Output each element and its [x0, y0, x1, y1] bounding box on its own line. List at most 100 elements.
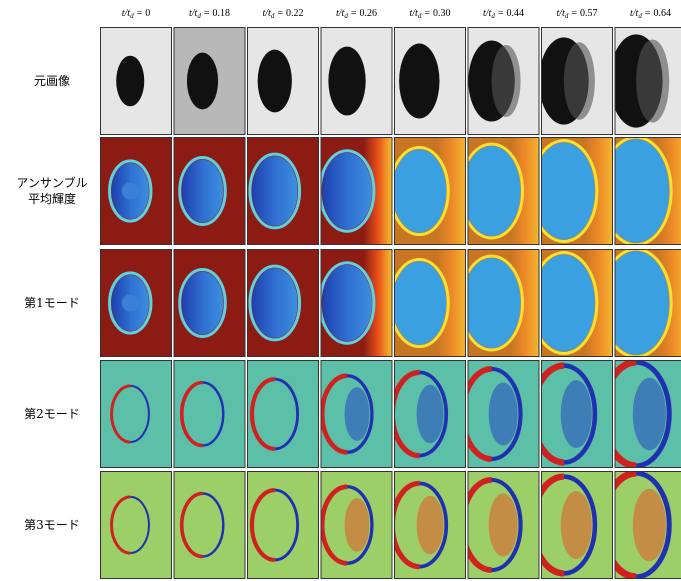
droplet [399, 44, 439, 119]
image-cell [533, 471, 613, 579]
image-cell [321, 360, 393, 468]
image-cell [461, 137, 540, 245]
header-equals: = [571, 8, 577, 19]
header-symbol: t/t [189, 8, 198, 19]
column-header: t/td=0.26 [336, 8, 377, 20]
mode-blob [489, 382, 518, 445]
image-cell [603, 360, 681, 468]
fragments [636, 40, 669, 123]
mode-blob [561, 380, 592, 448]
core-center [122, 183, 139, 200]
image-cell [463, 471, 540, 579]
image-cell [468, 27, 540, 135]
image-cell [392, 360, 466, 468]
fragments [492, 45, 521, 117]
mode-blob [489, 493, 518, 556]
header-subscript: d [638, 12, 642, 20]
image-cell [320, 249, 392, 357]
header-value: 0.64 [653, 8, 671, 19]
image-cell [533, 360, 613, 468]
header-subscript: d [565, 12, 569, 20]
image-cell [390, 137, 466, 245]
droplet [258, 50, 292, 113]
core [392, 149, 446, 232]
core [252, 268, 298, 338]
header-symbol: t/t [336, 8, 345, 19]
image-cell [610, 27, 681, 135]
mode-blob [633, 489, 666, 562]
image-cell [461, 249, 540, 357]
image-cell [247, 360, 319, 468]
header-equals: = [351, 8, 357, 19]
column-header: t/td=0.64 [630, 8, 671, 20]
header-equals: = [137, 8, 143, 19]
header-value: 0.30 [433, 8, 451, 19]
header-symbol: t/t [630, 8, 639, 19]
mode-bg [247, 360, 319, 468]
header-subscript: d [418, 12, 422, 20]
mode-bg [247, 471, 319, 579]
row-label: アンサンブル [16, 175, 87, 190]
header-symbol: t/t [557, 8, 566, 19]
header-subscript: d [197, 12, 201, 20]
mode-blob [345, 498, 370, 552]
header-symbol: t/t [122, 8, 131, 19]
column-header: t/td=0.30 [410, 8, 451, 20]
image-cell [394, 27, 466, 135]
mode-blob [561, 491, 592, 559]
header-equals: = [424, 8, 430, 19]
core [392, 261, 446, 344]
image-cell [531, 137, 613, 245]
image-cell [603, 471, 681, 579]
droplet [187, 53, 218, 110]
header-equals: = [277, 8, 283, 19]
row-label: 第2モード [24, 407, 80, 421]
image-cell [463, 360, 540, 468]
image-cell [100, 471, 172, 579]
mode-bg [174, 360, 246, 468]
header-equals: = [498, 8, 504, 19]
image-cell [100, 27, 172, 135]
image-cell [100, 360, 172, 468]
mode-blob [633, 378, 666, 451]
core [182, 272, 224, 335]
core-center [122, 295, 139, 312]
image-cell [100, 137, 172, 245]
header-value: 0.18 [212, 8, 230, 19]
header-value: 0 [145, 8, 150, 19]
image-cell [320, 137, 392, 245]
image-cell [100, 249, 172, 357]
row-label: 平均輝度 [28, 191, 76, 206]
core [463, 146, 521, 236]
header-value: 0.26 [359, 8, 377, 19]
header-value: 0.44 [506, 8, 524, 19]
image-cell [321, 27, 393, 135]
mode-blob [417, 385, 444, 443]
fragments [564, 42, 595, 120]
header-value: 0.57 [580, 8, 598, 19]
image-cell [174, 27, 246, 135]
header-subscript: d [491, 12, 495, 20]
column-header: t/td=0.18 [189, 8, 230, 20]
image-cell [174, 249, 246, 357]
core [463, 258, 521, 348]
image-cell [174, 137, 246, 245]
column-header: t/td=0.22 [263, 8, 304, 20]
mode-blob [417, 496, 444, 554]
droplet [328, 47, 365, 116]
core [533, 255, 595, 352]
image-cell [247, 137, 319, 245]
image-cell [531, 249, 613, 357]
header-subscript: d [130, 12, 134, 20]
image-cell [390, 249, 466, 357]
image-cell [247, 249, 319, 357]
header-subscript: d [344, 12, 348, 20]
mode-bg [174, 471, 246, 579]
core [322, 153, 372, 230]
column-header: t/td=0 [122, 8, 150, 20]
image-cell [247, 471, 319, 579]
core [322, 265, 372, 342]
core [252, 156, 298, 226]
header-symbol: t/t [410, 8, 419, 19]
row-label: 第3モード [24, 518, 80, 532]
